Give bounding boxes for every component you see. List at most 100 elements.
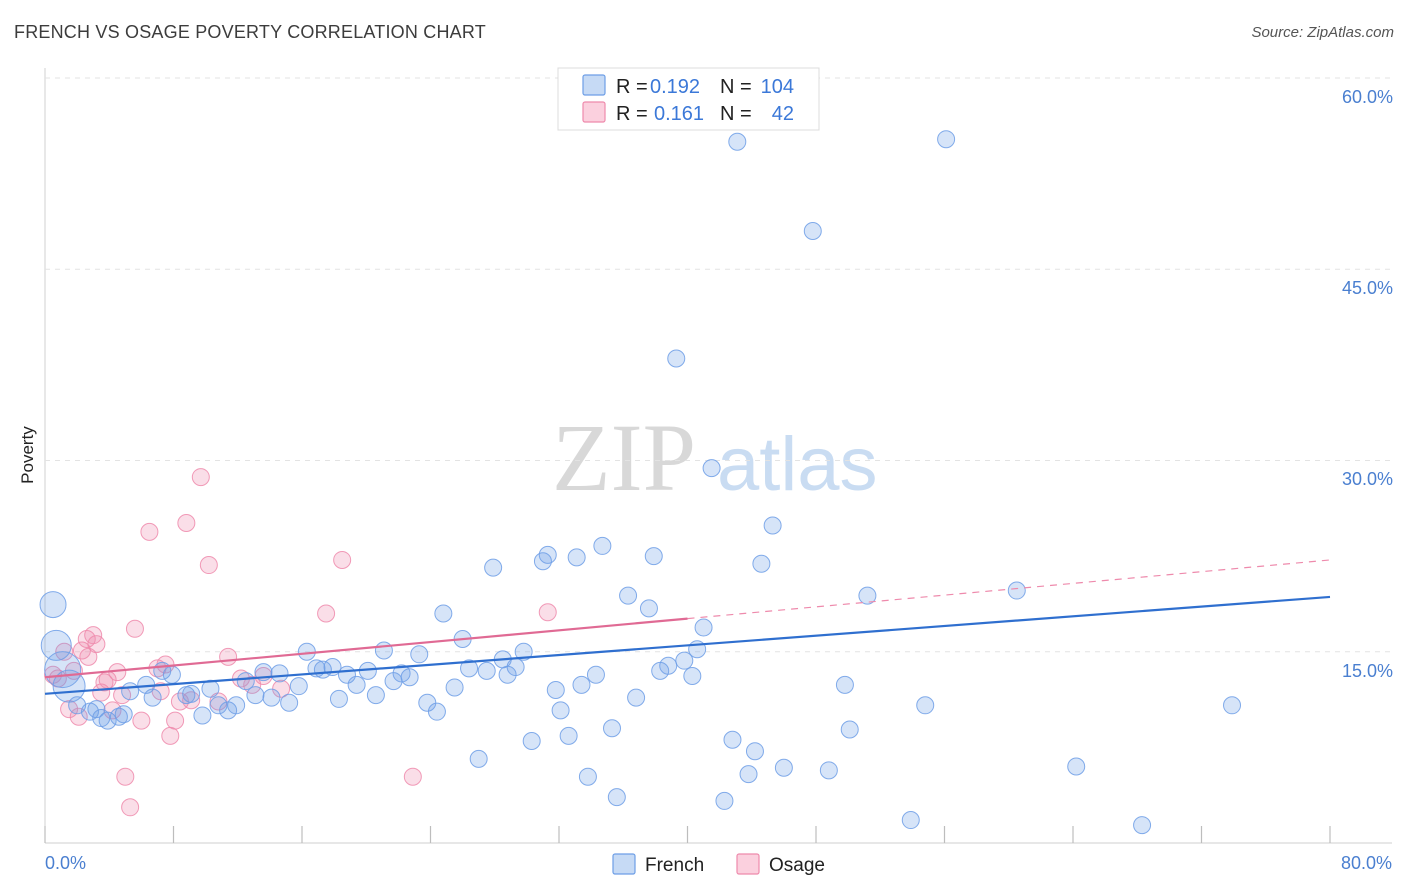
chart-source: Source: ZipAtlas.com: [1251, 24, 1394, 41]
french-point: [586, 665, 605, 684]
french-point: [840, 720, 859, 739]
french-point: [484, 558, 503, 577]
osage-point: [191, 468, 210, 487]
french-point: [723, 730, 742, 749]
osage-point: [219, 647, 238, 666]
bottom-legend-swatch-osage: [736, 853, 760, 875]
bottom-legend: French Osage: [612, 853, 825, 876]
french-point: [366, 686, 385, 705]
legend-n-value-french: 104: [761, 76, 794, 98]
osage-point: [116, 767, 135, 786]
french-point: [410, 645, 429, 664]
legend-n-label-french: N =: [720, 76, 752, 98]
osage-point: [199, 556, 218, 575]
osage-point: [140, 522, 159, 541]
french-point: [819, 761, 838, 780]
french-point: [937, 130, 956, 149]
osage-point: [132, 711, 151, 730]
french-point: [87, 700, 106, 719]
trend-lines: [44, 559, 1331, 695]
french-point: [644, 547, 663, 566]
x-tick-label-min: 0.0%: [45, 853, 86, 873]
french-point: [683, 666, 702, 685]
osage-point: [79, 647, 98, 666]
french-point: [193, 706, 212, 725]
french-point: [559, 726, 578, 745]
french-point: [607, 788, 626, 807]
french-trend-line: [44, 595, 1331, 695]
french-point: [675, 651, 694, 670]
french-point: [728, 132, 747, 151]
french-point: [506, 658, 525, 677]
legend-swatch-osage: [582, 101, 606, 123]
french-point: [329, 689, 348, 708]
french-point: [227, 696, 246, 715]
french-point: [121, 682, 140, 701]
french-point: [400, 668, 419, 687]
french-point: [1133, 816, 1152, 835]
french-point: [835, 675, 854, 694]
y-tick-label-15: 15.0%: [1342, 661, 1393, 681]
french-point: [1223, 696, 1242, 715]
french-point: [280, 693, 299, 712]
osage-point: [333, 550, 352, 569]
watermark-atlas: atlas: [717, 422, 878, 507]
french-point: [578, 767, 597, 786]
osage-point: [317, 604, 336, 623]
french-point: [803, 222, 822, 240]
french-point: [1007, 581, 1026, 600]
french-point: [639, 599, 658, 618]
legend-r-label-french: R =: [616, 76, 648, 98]
french-point: [901, 811, 920, 830]
french-point: [44, 651, 82, 689]
french-point: [434, 604, 453, 623]
osage-point: [125, 619, 144, 638]
french-point: [572, 675, 591, 694]
french-point: [427, 702, 446, 721]
bottom-legend-label-osage: Osage: [769, 855, 825, 876]
french-point: [538, 545, 557, 564]
y-tick-label-30: 30.0%: [1342, 469, 1393, 489]
x-tick-label-max: 80.0%: [1341, 853, 1392, 873]
french-point: [659, 656, 678, 675]
french-point: [209, 696, 228, 715]
french-point: [236, 672, 255, 691]
french-point: [774, 758, 793, 777]
legend-n-value-osage: 42: [772, 103, 794, 125]
y-tick-label-45: 45.0%: [1342, 278, 1393, 298]
osage-trend-line: [44, 617, 688, 679]
osage-point: [161, 726, 180, 745]
bottom-legend-label-french: French: [645, 855, 704, 876]
legend-r-label-osage: R =: [616, 103, 648, 125]
french-point: [347, 675, 366, 694]
osage-point: [166, 711, 185, 730]
y-tick-label-60: 60.0%: [1342, 87, 1393, 107]
top-legend: R = 0.192 N = 104 R = 0.161 N = 42: [557, 67, 820, 131]
y-axis-label: Poverty: [18, 426, 37, 484]
french-point: [763, 516, 782, 535]
french-point: [715, 791, 734, 810]
osage-series: [44, 468, 557, 817]
french-point: [460, 659, 479, 678]
x-tick-layer: [44, 826, 1392, 844]
french-point: [289, 677, 308, 696]
osage-point: [121, 798, 140, 817]
french-point: [702, 459, 721, 478]
chart-title: FRENCH VS OSAGE POVERTY CORRELATION CHAR…: [14, 22, 486, 42]
osage-trend-extension: [687, 559, 1331, 620]
french-point: [1067, 757, 1086, 776]
french-point: [201, 679, 220, 698]
french-point: [162, 665, 181, 684]
legend-r-value-osage: 0.161: [654, 103, 704, 125]
grid-layer: [45, 77, 1392, 653]
french-point: [477, 661, 496, 680]
french-point: [533, 552, 552, 571]
legend-swatch-french: [582, 74, 606, 96]
french-point: [39, 591, 67, 619]
french-point: [694, 618, 713, 637]
french-point: [522, 732, 541, 750]
french-point: [262, 688, 281, 707]
french-point: [546, 681, 565, 699]
french-point: [858, 586, 877, 605]
